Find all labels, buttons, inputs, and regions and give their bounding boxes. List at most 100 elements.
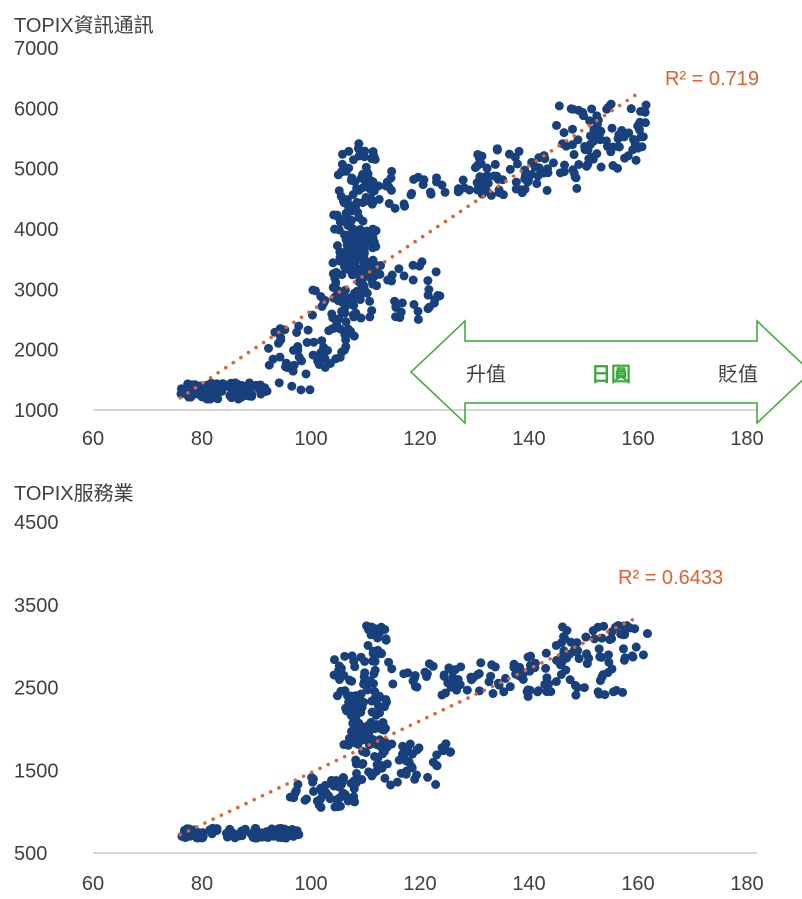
data-point bbox=[317, 302, 327, 312]
data-point bbox=[359, 679, 369, 689]
data-point bbox=[631, 155, 641, 165]
y-tick-label: 500 bbox=[14, 843, 47, 865]
data-point bbox=[368, 177, 378, 187]
data-point bbox=[212, 824, 222, 834]
data-point bbox=[189, 827, 199, 837]
data-point bbox=[349, 792, 359, 802]
data-point bbox=[288, 345, 298, 355]
data-point bbox=[370, 656, 380, 666]
data-point bbox=[371, 242, 381, 252]
data-point bbox=[345, 256, 355, 266]
data-point bbox=[332, 211, 342, 221]
data-point bbox=[335, 324, 345, 334]
x-tick-label: 80 bbox=[191, 873, 213, 895]
data-point bbox=[488, 689, 498, 699]
data-point bbox=[620, 153, 630, 163]
y-tick-label: 3000 bbox=[14, 279, 59, 301]
data-point bbox=[258, 829, 268, 839]
data-point bbox=[352, 184, 362, 194]
data-point bbox=[437, 690, 447, 700]
data-point bbox=[177, 831, 187, 841]
data-point bbox=[530, 162, 540, 172]
data-point bbox=[228, 388, 238, 398]
scatter-points bbox=[177, 620, 652, 843]
data-point bbox=[360, 734, 370, 744]
data-point bbox=[356, 652, 366, 662]
data-point bbox=[305, 385, 315, 395]
data-point bbox=[423, 290, 433, 300]
data-point bbox=[370, 687, 380, 697]
data-point bbox=[390, 296, 400, 306]
data-point bbox=[340, 651, 350, 661]
data-point bbox=[448, 673, 458, 683]
data-point bbox=[601, 136, 611, 146]
data-point bbox=[368, 735, 378, 745]
data-point bbox=[594, 130, 604, 140]
data-point bbox=[335, 352, 345, 362]
data-point bbox=[432, 750, 442, 760]
data-point bbox=[367, 154, 377, 164]
data-point bbox=[348, 155, 358, 165]
data-point bbox=[367, 274, 377, 284]
data-point bbox=[350, 662, 360, 672]
data-point bbox=[399, 271, 409, 281]
data-point bbox=[392, 777, 402, 787]
data-point bbox=[565, 675, 575, 685]
data-point bbox=[274, 378, 284, 388]
data-point bbox=[593, 687, 603, 697]
data-point bbox=[613, 163, 623, 173]
data-point bbox=[500, 673, 510, 683]
data-point bbox=[614, 130, 624, 140]
data-point bbox=[368, 228, 378, 238]
data-point bbox=[217, 386, 227, 396]
data-point bbox=[337, 159, 347, 169]
data-point bbox=[481, 171, 491, 181]
data-point bbox=[431, 779, 441, 789]
data-point bbox=[387, 664, 397, 674]
data-point bbox=[552, 120, 562, 130]
data-point bbox=[387, 166, 397, 176]
data-point bbox=[469, 672, 479, 682]
data-point bbox=[587, 104, 597, 114]
x-tick-label: 180 bbox=[730, 428, 763, 450]
data-point bbox=[341, 335, 351, 345]
data-point bbox=[225, 824, 235, 834]
data-point bbox=[381, 694, 391, 704]
data-point bbox=[588, 154, 598, 164]
data-point bbox=[458, 175, 468, 185]
data-point bbox=[330, 282, 340, 292]
data-point bbox=[276, 335, 286, 345]
data-point bbox=[637, 142, 647, 152]
data-point bbox=[364, 767, 374, 777]
data-point bbox=[607, 627, 617, 637]
data-point bbox=[445, 747, 455, 757]
data-point bbox=[352, 768, 362, 778]
data-point bbox=[310, 286, 320, 296]
data-point bbox=[380, 702, 390, 712]
data-point bbox=[572, 638, 582, 648]
data-point bbox=[309, 337, 319, 347]
y-tick-label: 5000 bbox=[14, 159, 59, 181]
data-point bbox=[195, 390, 205, 400]
data-point bbox=[281, 362, 291, 372]
data-point bbox=[352, 197, 362, 207]
x-tick-label: 60 bbox=[82, 873, 104, 895]
data-point bbox=[380, 624, 390, 634]
data-point bbox=[291, 786, 301, 796]
data-point bbox=[362, 288, 372, 298]
data-point bbox=[297, 356, 307, 366]
data-point bbox=[267, 824, 277, 834]
data-point bbox=[347, 294, 357, 304]
data-point bbox=[329, 655, 339, 665]
data-point bbox=[359, 266, 369, 276]
data-point bbox=[618, 644, 628, 654]
data-point bbox=[370, 751, 380, 761]
y-tick-label: 2000 bbox=[14, 340, 59, 362]
data-point bbox=[184, 380, 194, 390]
x-tick-label: 60 bbox=[82, 428, 104, 450]
chart-title: TOPIX資訊通訊 bbox=[14, 14, 154, 37]
data-point bbox=[358, 726, 368, 736]
data-point bbox=[574, 654, 584, 664]
data-point bbox=[624, 128, 634, 138]
